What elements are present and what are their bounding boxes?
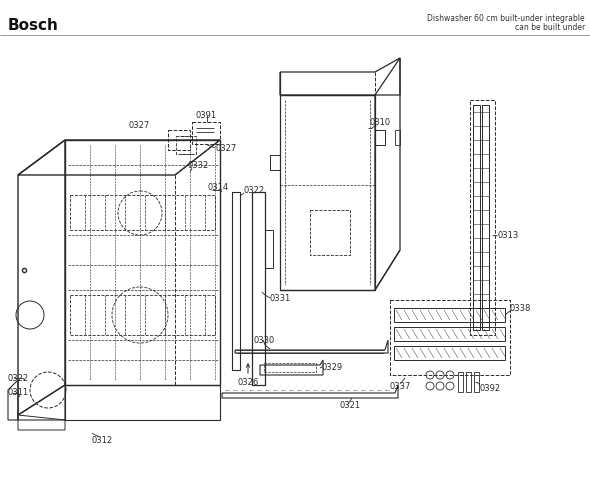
Text: can be built under: can be built under [514, 23, 585, 32]
Text: 0310: 0310 [370, 118, 391, 126]
Text: 0330: 0330 [253, 336, 274, 344]
Text: 0322: 0322 [244, 186, 265, 195]
Text: 0392: 0392 [480, 384, 501, 392]
Text: 0391: 0391 [196, 111, 217, 120]
Text: 0322: 0322 [8, 373, 29, 383]
Text: 0338: 0338 [510, 303, 532, 313]
Text: 0314: 0314 [208, 182, 229, 192]
Text: Dishwasher 60 cm built-under integrable: Dishwasher 60 cm built-under integrable [427, 14, 585, 23]
Text: 0327: 0327 [129, 121, 150, 129]
Text: 0311: 0311 [8, 388, 29, 396]
Text: 0312: 0312 [92, 436, 113, 444]
Text: 0337: 0337 [390, 382, 411, 391]
Text: 0326: 0326 [237, 377, 258, 387]
Text: 0332: 0332 [188, 161, 209, 170]
Text: 0321: 0321 [340, 400, 361, 410]
Text: 0313: 0313 [497, 230, 518, 240]
Text: 0327: 0327 [215, 144, 236, 152]
Text: 0331: 0331 [270, 294, 291, 302]
Text: 0329: 0329 [322, 363, 343, 371]
Text: Bosch: Bosch [8, 18, 59, 33]
